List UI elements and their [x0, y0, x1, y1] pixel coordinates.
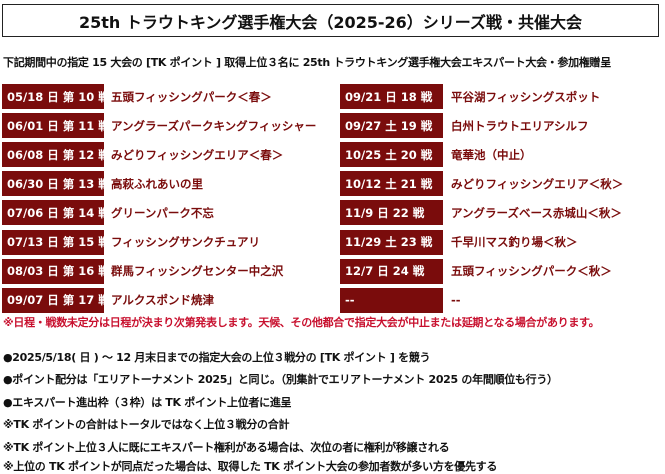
rule-line: ●エキスパート進出枠（３枠）は TK ポイント上位者に進呈	[3, 396, 292, 409]
event-venue: 千早川マス釣り場＜秋＞	[451, 235, 578, 249]
event-venue: --	[451, 293, 461, 308]
event-date: 10/12 土 21 戦	[340, 171, 443, 197]
subtitle: 下記期間中の指定 15 大会の [TK ポイント ] 取得上位３名に 25th …	[3, 56, 611, 69]
event-venue: 平谷湖フィッシングスポット	[451, 89, 601, 104]
event-date: 11/9 日 22 戦	[340, 200, 443, 226]
rule-line: ●ポイント配分は「エリアトーナメント 2025」と同じ。（別集計でエリアトーナメ…	[3, 373, 558, 386]
event-venue: 白州トラウトエリアシルフ	[451, 118, 589, 133]
event-date: 07/06 日 第 14 戦	[2, 200, 110, 226]
event-venue: アルクスポンド焼津	[111, 293, 215, 308]
event-venue: アングラーズパークキングフィッシャー	[111, 118, 317, 133]
event-date: --	[340, 287, 443, 313]
event-venue: みどりフィッシングエリア＜秋＞	[451, 176, 624, 191]
event-venue: 竜華池（中止）	[451, 147, 532, 162]
event-venue: 高萩ふれあいの里	[111, 176, 203, 191]
event-date: 09/27 土 19 戦	[340, 113, 443, 139]
event-date: 07/13 日 第 15 戦	[2, 229, 110, 255]
event-date: 06/01 日 第 11 戦	[2, 113, 110, 139]
rule-line: ●2025/5/18( 日 ) ～ 12 月末日までの指定大会の上位３戦分の […	[3, 351, 431, 364]
event-venue: アングラーズベース赤城山＜秋＞	[451, 205, 622, 220]
event-venue: グリーンパーク不忘	[111, 205, 214, 220]
event-date: 09/21 日 18 戦	[340, 84, 443, 109]
rule-line: ※TK ポイント上位３人に既にエキスパート権利がある場合は、次位の者に権利が移譲…	[3, 441, 450, 454]
event-date: 11/29 土 23 戦	[340, 229, 443, 255]
rule-line: ※TK ポイントの合計はトータルではなく上位３戦分の合計	[3, 418, 290, 431]
title: 25th トラウトキング選手権大会（2025-26）シリーズ戦・共催大会	[2, 4, 659, 37]
event-date: 09/07 日 第 17 戦	[2, 287, 110, 313]
rule-line: ※上位の TK ポイントが同点だった場合は、取得した TK ポイント大会の参加者…	[3, 460, 498, 473]
event-date: 06/08 日 第 12 戦	[2, 142, 110, 168]
event-venue: フィッシングサンクチュアリ	[111, 235, 261, 249]
event-venue: みどりフィッシングエリア＜春＞	[111, 147, 284, 162]
event-date: 06/30 日 第 13 戦	[2, 171, 110, 197]
event-venue: 群馬フィッシングセンター中之沢	[111, 264, 284, 279]
event-venue: 五頭フィッシングパーク＜春＞	[111, 89, 272, 104]
event-date: 05/18 日 第 10 戦	[2, 84, 110, 109]
event-date: 08/03 日 第 16 戦	[2, 258, 110, 284]
event-date: 12/7 日 24 戦	[340, 258, 443, 284]
event-date: 10/25 土 20 戦	[340, 142, 443, 168]
note: ※日程・戦数未定分は日程が決まり次第発表します。天候、その他都合で指定大会が中止…	[3, 316, 600, 329]
event-venue: 五頭フィッシングパーク＜秋＞	[451, 264, 612, 279]
